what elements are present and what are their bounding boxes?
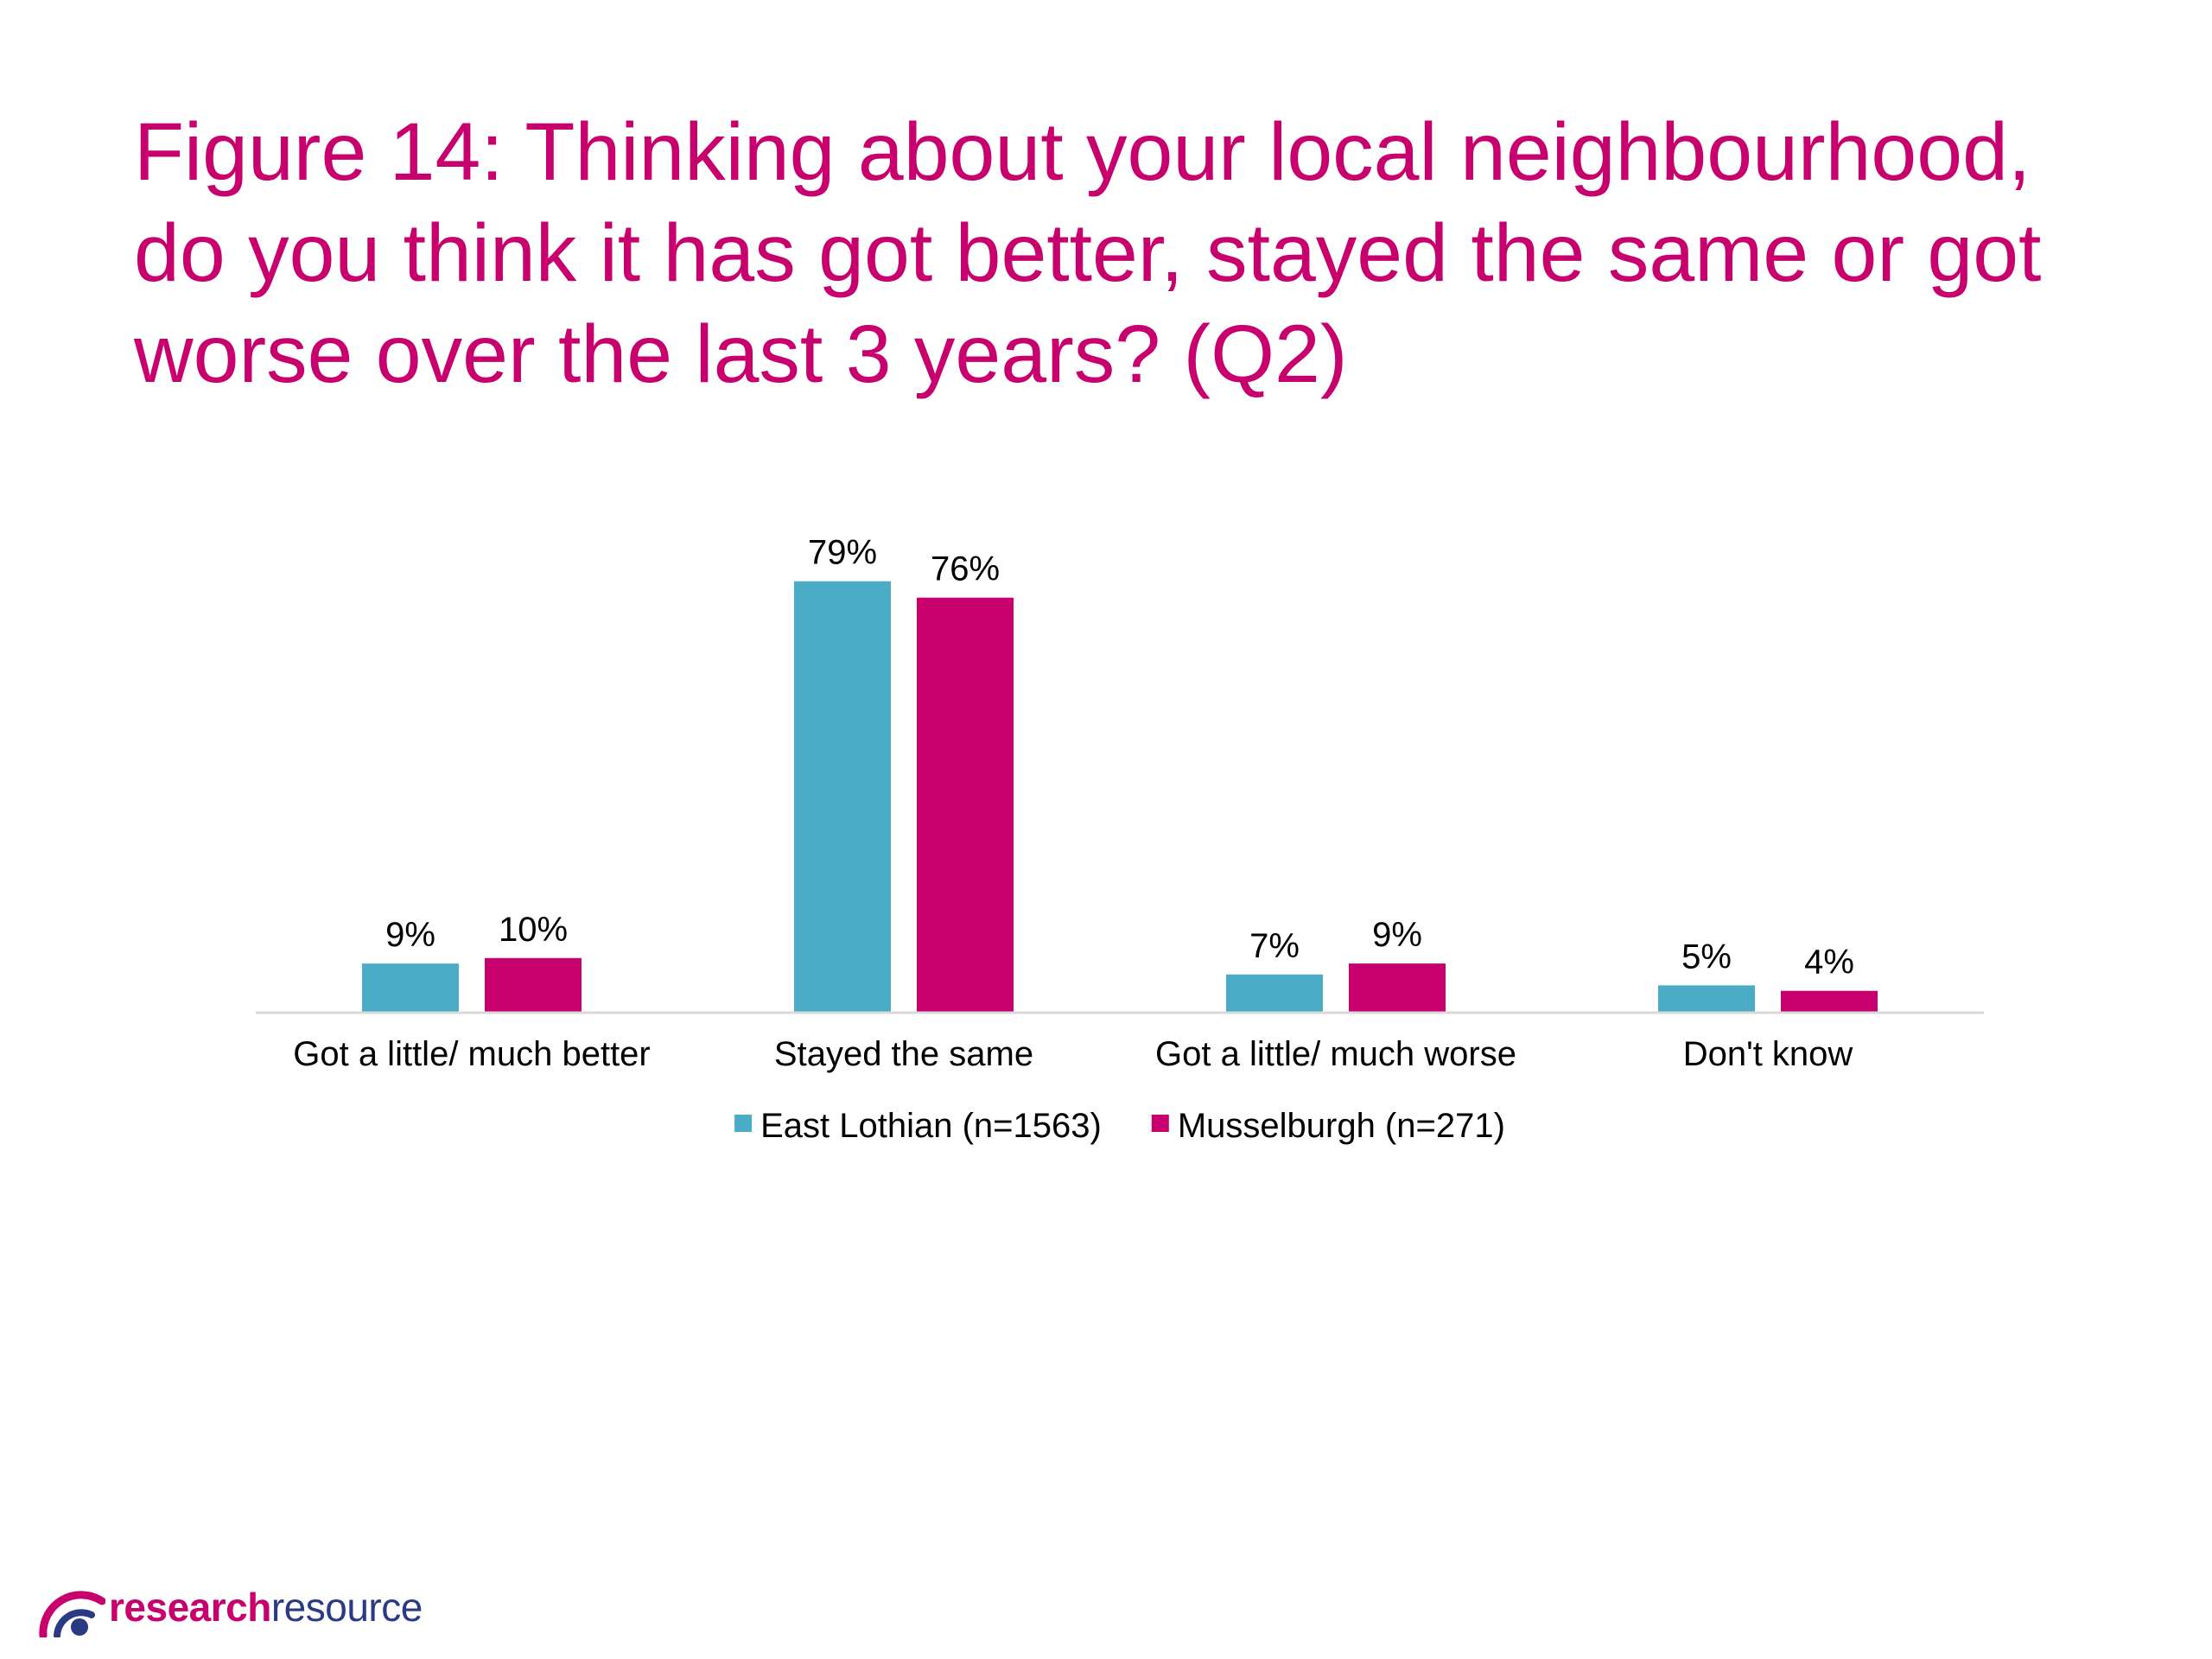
logo-text-research: research <box>109 1585 271 1630</box>
data-label: 5% <box>1681 938 1732 976</box>
bar-musselburgh-got-a-little-much-better <box>485 957 582 1013</box>
x-tick-label: Don't know <box>1683 1035 1853 1073</box>
x-tick-label: Got a little/ much better <box>293 1035 651 1073</box>
logo-text-resource: resource <box>270 1585 423 1630</box>
data-label: 7% <box>1249 927 1300 965</box>
x-tick-label: Got a little/ much worse <box>1155 1035 1516 1073</box>
data-labels-layer: 9% 10% 79% 76% 7% 9% 5% 4% <box>385 534 1854 982</box>
legend-swatch <box>734 1115 753 1132</box>
data-label: 9% <box>385 916 435 954</box>
x-tick-labels-layer: Got a little/ much better Stayed the same… <box>293 1035 1853 1073</box>
data-label: 76% <box>931 550 1000 588</box>
legend-label: East Lothian (n=1563) <box>760 1107 1102 1145</box>
data-label: 4% <box>1804 944 1854 982</box>
data-label: 9% <box>1372 916 1422 954</box>
research-resource-logo: researchresource <box>38 1573 423 1642</box>
bar-musselburgh-got-a-little-much-worse <box>1349 963 1446 1013</box>
legend-label: Musselburgh (n=271) <box>1178 1107 1505 1145</box>
legend: East Lothian (n=1563) Musselburgh (n=271) <box>734 1107 1505 1145</box>
bar-chart: 9% 10% 79% 76% 7% 9% 5% 4% Got a little/ much b… <box>256 534 1984 1145</box>
bar-east-lothian-got-a-little-much-better <box>362 963 459 1013</box>
bars-layer <box>362 581 1878 1013</box>
bar-east-lothian-got-a-little-much-worse <box>1226 974 1323 1013</box>
bar-musselburgh-stayed-the-same <box>917 597 1014 1013</box>
chart-title: Figure 14: Thinking about your local nei… <box>134 106 2042 400</box>
logo-arc-icon <box>39 1591 105 1637</box>
bar-musselburgh-don-t-know <box>1781 990 1878 1013</box>
x-tick-label: Stayed the same <box>774 1035 1033 1073</box>
data-label: 79% <box>808 534 877 572</box>
legend-swatch <box>1151 1115 1169 1132</box>
bar-east-lothian-stayed-the-same <box>794 581 891 1013</box>
bar-east-lothian-don-t-know <box>1658 985 1755 1013</box>
data-label: 10% <box>499 911 568 949</box>
